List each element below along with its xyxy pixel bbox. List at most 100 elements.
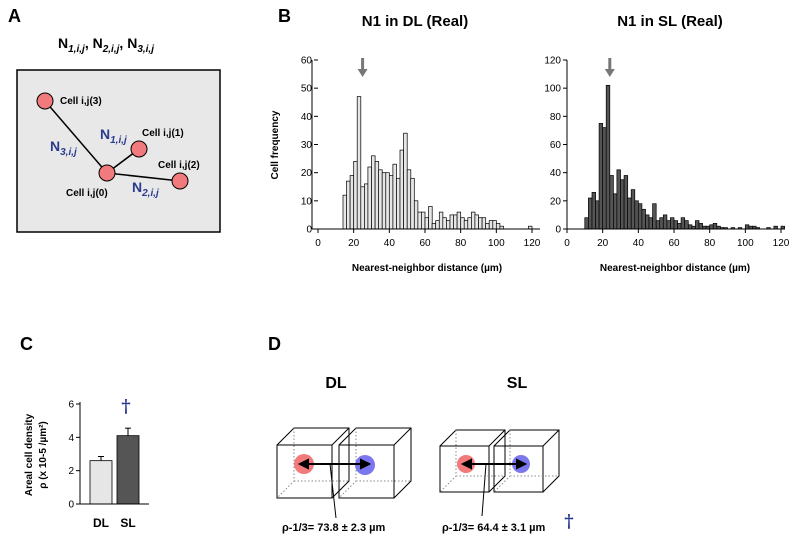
sl-x-tick-label: 100 [737, 238, 754, 249]
dl-bar [456, 211, 462, 230]
edge-label-n3: N3,i,j [50, 138, 77, 158]
dl-bar [378, 169, 383, 230]
sl-bar [588, 197, 593, 230]
density-x-tick-label: DL [93, 516, 109, 530]
cell-1-label: Cell i,j(1) [142, 128, 184, 139]
dl-x-label: Nearest-neighbor distance (µm) [352, 263, 502, 274]
sl-y-tick-label: 20 [550, 196, 562, 207]
dl-distance-arrow [297, 458, 372, 470]
dl-y-tick-label: 60 [301, 56, 313, 67]
sl-bar [673, 220, 678, 230]
dl-y-tick-label: 0 [306, 225, 312, 236]
density-bar-dl [89, 460, 113, 505]
sl-x-tick-label: 20 [597, 238, 609, 249]
cell-2-circle [171, 172, 189, 190]
dl-y-tick-label: 30 [301, 140, 313, 151]
dl-y-tick-label: 20 [301, 168, 313, 179]
density-y-tick-label: 0 [68, 500, 74, 511]
density-y-tick-label: 6 [68, 400, 74, 411]
sl-bar [627, 197, 632, 230]
sl-bar [616, 169, 621, 230]
sl-density-annotation: ρ-1/3= 64.4 ± 3.1 µm [442, 522, 545, 534]
dl-bar [417, 211, 422, 230]
dl-bar [488, 220, 494, 230]
dl-bar [442, 217, 447, 230]
sl-leader-line [481, 463, 487, 517]
density-y-tick-label: 4 [68, 433, 74, 444]
cell-0-circle [98, 164, 116, 182]
sl-bar [684, 220, 689, 230]
sl-bar [709, 224, 714, 230]
sl-bars [584, 84, 785, 230]
sl-cube-left [439, 429, 506, 493]
d-significance-marker: † [564, 511, 573, 532]
dl-bar [495, 223, 501, 230]
dl-bar [431, 223, 437, 230]
sl-y-tick-label: 60 [550, 140, 562, 151]
sl-bar [662, 214, 668, 230]
cell-2-label: Cell i,j(2) [158, 160, 200, 171]
sl-x-label: Nearest-neighbor distance (µm) [600, 263, 750, 274]
dl-bar [388, 175, 394, 230]
d-dl-title: DL [325, 375, 347, 392]
sl-bar [591, 192, 596, 230]
dl-bar [460, 217, 465, 230]
density-bars [89, 427, 140, 505]
sl-bar [605, 84, 611, 230]
dl-bar [485, 223, 490, 230]
dl-leader-line [329, 463, 337, 519]
dl-bar [481, 217, 487, 230]
sl-y-tick-label: 100 [544, 84, 561, 95]
sl-bar [695, 220, 700, 230]
sl-bar [655, 220, 661, 230]
sl-bar [602, 127, 607, 230]
dl-bar [449, 214, 454, 230]
dl-bar [392, 163, 397, 230]
dl-arrow-head [357, 69, 368, 77]
panel-label-a: A [8, 6, 21, 26]
dl-x-tick-label: 40 [384, 238, 396, 249]
sl-bar [744, 224, 750, 230]
sl-bar [623, 175, 629, 230]
dl-bar [356, 96, 362, 230]
sl-x-tick-label: 80 [704, 238, 716, 249]
density-bar-sl [116, 435, 140, 505]
sl-bar [641, 208, 646, 230]
sl-y-tick-label: 120 [544, 56, 561, 67]
sl-cube-right [493, 429, 560, 493]
sl-bar [680, 217, 686, 230]
sl-x-tick-label: 40 [633, 238, 645, 249]
dl-bar [424, 217, 429, 230]
dl-bar [474, 214, 479, 230]
dl-y-ticks: 0 10 20 30 40 50 60 [301, 56, 318, 236]
sl-bar [687, 224, 693, 230]
dl-bar [396, 177, 401, 230]
density-y-label-line2: ρ (x 10-5 /µm²) [38, 421, 49, 489]
sl-bar [677, 223, 682, 230]
sl-x-ticks: 0 20 40 60 80 100 120 [564, 229, 790, 249]
edge-n3 [44, 100, 108, 174]
sl-bar [670, 217, 675, 230]
sl-bar [630, 189, 636, 230]
dl-bar [346, 180, 351, 230]
cell-3-label: Cell i,j(3) [60, 96, 102, 107]
dl-x-tick-label: 0 [315, 238, 321, 249]
dl-histogram: N1 in DL (Real) 0 20 40 60 80 100 120 0 10 20 30 4… [270, 13, 541, 274]
sl-mode-arrow [604, 58, 615, 77]
sl-bar [609, 175, 614, 230]
panel-label-b: B [278, 6, 291, 26]
density-y-tick-label: 2 [68, 466, 74, 477]
dl-bar [349, 175, 355, 230]
dl-chart-title: N1 in DL (Real) [362, 13, 468, 30]
sl-bar [598, 123, 604, 230]
sl-arrow-head [604, 69, 615, 77]
dl-x-tick-label: 20 [348, 238, 360, 249]
cell-3-circle [36, 92, 54, 110]
sl-bar [595, 200, 600, 230]
dl-bar [406, 169, 412, 230]
dl-cube-left [276, 427, 350, 499]
sl-bar [637, 203, 643, 230]
sl-bar [712, 223, 718, 230]
dl-bar [342, 194, 347, 230]
dl-bar [353, 161, 358, 230]
